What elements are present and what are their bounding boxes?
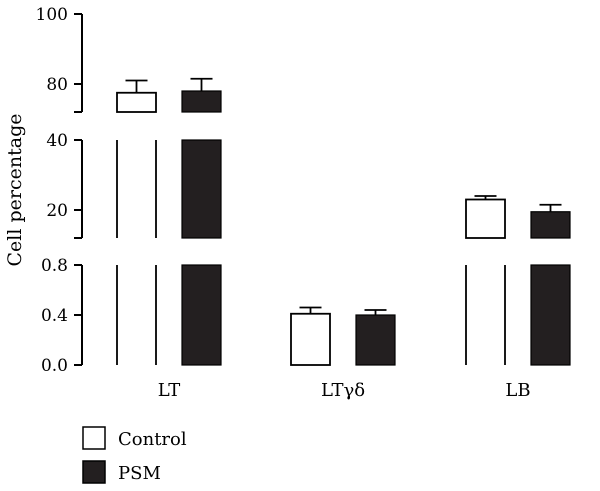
y-tick-label: 80 [46, 75, 68, 95]
bar-control-segment [466, 265, 505, 365]
legend-swatch-psm [82, 460, 106, 484]
bar-control [465, 198, 506, 239]
x-category-label: LTγδ [321, 380, 365, 401]
y-tick-label: 100 [36, 5, 68, 25]
legend-label-psm: PSM [118, 463, 161, 484]
bar-control-segment [117, 265, 156, 365]
error-bars-layer [125, 77, 562, 315]
bar-psm-segment [181, 139, 222, 239]
y-tick-label: 0.8 [41, 256, 68, 276]
bar-psm [355, 314, 396, 366]
x-axis-categories: LT LTγδ LB [158, 380, 531, 401]
bar-control [290, 312, 331, 366]
legend-swatch-control [82, 426, 106, 450]
x-category-label: LT [158, 380, 181, 401]
bars-layer [116, 90, 571, 366]
bar-psm-segment [530, 264, 571, 366]
legend-label-control: Control [118, 429, 187, 450]
y-tick-label: 0.4 [41, 306, 68, 326]
y-axis-label: Cell percentage [4, 114, 26, 267]
bar-psm [530, 211, 571, 239]
bar-control-segment [117, 140, 156, 238]
x-category-label: LB [505, 380, 530, 401]
bar-psm-segment [181, 264, 222, 366]
y-tick-label: 40 [46, 131, 68, 151]
bar-control [116, 91, 157, 113]
bar-psm [181, 90, 222, 113]
y-tick-label: 0.0 [41, 356, 68, 376]
legend: Control PSM [82, 426, 187, 484]
y-axis-ticks: 0.0 0.4 0.8 20 40 80 100 [36, 5, 82, 376]
y-tick-label: 20 [46, 201, 68, 221]
